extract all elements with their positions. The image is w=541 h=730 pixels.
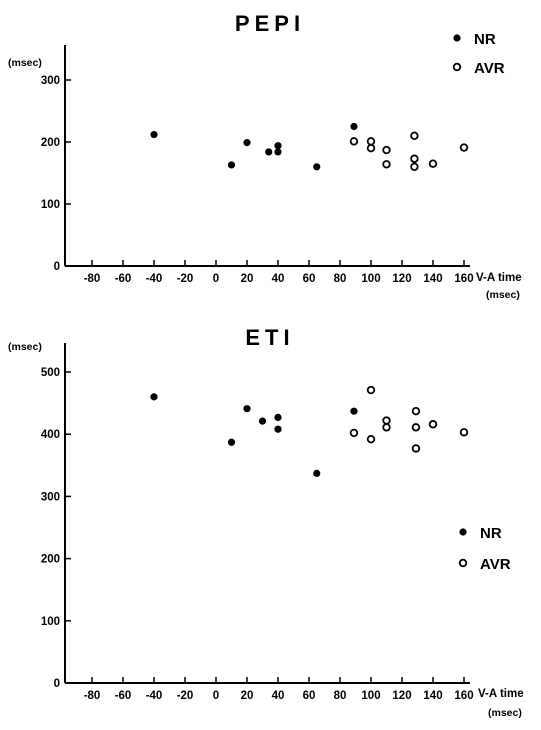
x-tick-label: 60 [303,690,316,702]
y-axis-unit: (msec) [8,57,42,69]
avr-data-point [382,145,391,155]
x-tick-label: 140 [423,273,442,285]
nr-data-point [258,417,267,425]
nr-data-point [227,161,236,169]
x-tick-label: -20 [177,690,194,702]
y-tick-label: 0 [54,261,60,273]
x-axis-unit: (msec) [488,707,522,719]
y-axis-unit: (msec) [8,341,42,353]
legend-nr-label: NR [480,525,502,542]
avr-data-point [410,131,419,140]
y-tick-label: 200 [41,137,60,149]
avr-data-point [411,444,421,453]
nr-data-point [313,163,321,171]
x-tick-label: -20 [177,273,194,285]
nr-data-point [150,393,158,401]
x-tick-label: 160 [454,690,473,702]
avr-data-point [366,137,376,146]
x-tick-label: -80 [84,690,101,702]
y-tick-label: 100 [41,199,60,211]
avr-data-point [366,385,376,395]
x-axis-title: V-A time [476,272,522,284]
chart-title: ETI [245,325,294,350]
y-tick-label: 400 [41,429,60,441]
legend-avr-label: AVR [480,556,511,573]
x-tick-label: 40 [272,273,285,285]
avr-data-point [410,162,419,171]
legend-avr-marker [452,62,462,72]
x-tick-label: 0 [213,690,219,702]
x-tick-label: 120 [392,273,411,285]
nr-data-point [274,148,282,156]
avr-data-point [382,416,391,425]
x-tick-label: -40 [146,273,163,285]
x-tick-label: 20 [241,273,254,285]
avr-data-point [349,137,359,146]
x-tick-label: 100 [361,690,380,702]
x-tick-label: 20 [241,690,254,702]
nr-data-point [274,413,282,422]
x-tick-label: 100 [361,273,380,285]
y-tick-label: 500 [41,367,60,379]
x-tick-label: -60 [115,690,132,702]
x-tick-label: -40 [146,690,163,702]
x-tick-label: 80 [334,690,347,702]
x-tick-label: -80 [84,273,101,285]
x-tick-label: 60 [303,273,316,285]
avr-data-point [366,143,376,153]
x-tick-label: 0 [213,273,219,285]
legend-avr-marker [458,558,468,568]
nr-data-point [243,139,251,147]
avr-data-point [382,423,391,432]
x-tick-label: 140 [423,690,442,702]
x-tick-label: -60 [115,273,132,285]
avr-data-point [459,143,469,152]
x-axis-unit: (msec) [486,289,520,301]
nr-data-point [274,425,282,433]
nr-data-point [227,438,236,446]
nr-data-point [274,142,282,150]
nr-data-point [313,469,321,477]
x-tick-label: 40 [272,690,285,702]
y-tick-label: 100 [41,616,60,628]
avr-data-point [459,428,469,437]
nr-data-point [265,148,273,156]
y-tick-label: 200 [41,554,60,566]
x-tick-label: 160 [454,273,473,285]
legend-avr-label: AVR [474,60,505,77]
legend-nr-label: NR [474,31,496,48]
x-tick-label: 80 [334,273,347,285]
chart-title: PEPI [235,11,305,36]
x-axis-title: V-A time [478,688,524,700]
nr-data-point [150,130,158,139]
avr-data-point [411,423,421,432]
avr-data-point [428,159,438,168]
avr-data-point [428,420,438,429]
x-tick-label: 120 [392,690,411,702]
avr-data-point [411,406,421,416]
nr-data-point [350,407,358,415]
legend-nr-marker [453,34,461,42]
avr-data-point [410,154,419,163]
y-tick-label: 300 [41,75,60,87]
nr-data-point [350,122,358,131]
avr-data-point [366,434,376,444]
avr-data-point [382,160,391,169]
avr-data-point [349,428,359,438]
y-tick-label: 300 [41,491,60,503]
nr-data-point [243,405,251,413]
y-tick-label: 0 [54,678,60,690]
legend-nr-marker [459,528,467,536]
